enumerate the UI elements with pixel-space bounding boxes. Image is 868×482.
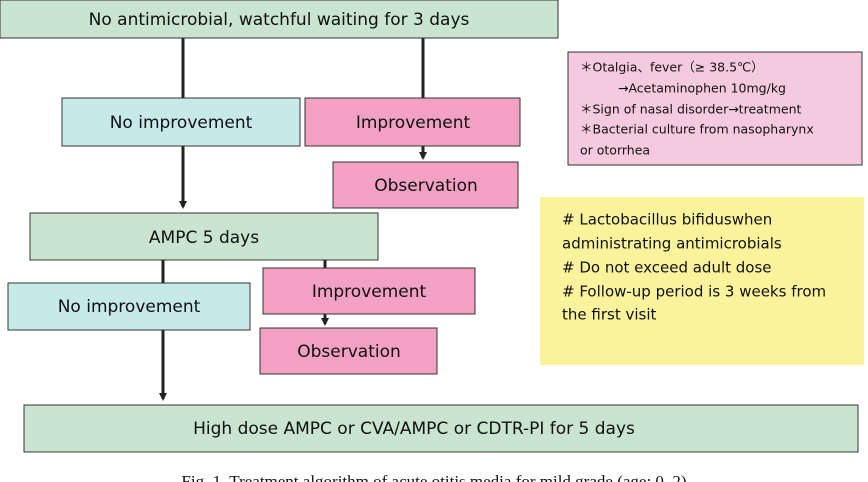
box bbox=[259, 327, 438, 375]
note-line: ＊Bacterial culture from nasopharynx bbox=[580, 122, 814, 137]
note-pink: ＊Otalgia、fever（≥ 38.5℃） →Acetaminophen 1… bbox=[580, 60, 814, 158]
boxes bbox=[0, 0, 864, 453]
box bbox=[304, 97, 521, 147]
labels: No antimicrobial, watchful waiting for 3… bbox=[58, 10, 635, 439]
node-label: High dose AMPC or CVA/AMPC or CDTR-PI fo… bbox=[193, 419, 635, 439]
box bbox=[332, 161, 519, 209]
node-label: No improvement bbox=[110, 113, 253, 133]
node-label: Improvement bbox=[312, 282, 427, 302]
note-line: →Acetaminophen 10mg/kg bbox=[618, 81, 786, 96]
note-line: or otorrhea bbox=[580, 143, 650, 158]
note-line: administrating antimicrobials bbox=[562, 235, 782, 253]
node-label: No antimicrobial, watchful waiting for 3… bbox=[89, 10, 470, 30]
box bbox=[23, 404, 859, 453]
node-label: AMPC 5 days bbox=[149, 228, 259, 248]
note-line: # Do not exceed adult dose bbox=[562, 259, 772, 277]
note-line: ＊Otalgia、fever（≥ 38.5℃） bbox=[580, 60, 764, 75]
note-line: the first visit bbox=[562, 306, 656, 324]
box bbox=[61, 97, 301, 147]
box bbox=[7, 282, 251, 331]
node-label: No improvement bbox=[58, 297, 201, 317]
note-box bbox=[540, 197, 864, 365]
note-line: # Lactobacillus bifiduswhen bbox=[562, 211, 772, 229]
box bbox=[262, 267, 476, 315]
node-label: Improvement bbox=[356, 113, 471, 133]
node-label: Observation bbox=[374, 176, 478, 196]
caption: Fig. 1. Treatment algorithm of acute oti… bbox=[181, 472, 686, 482]
box bbox=[0, 0, 559, 39]
note-yellow: # Lactobacillus bifiduswhen administrati… bbox=[562, 211, 826, 324]
note-line: # Follow-up period is 3 weeks from bbox=[562, 283, 826, 301]
note-line: ＊Sign of nasal disorder→treatment bbox=[580, 102, 801, 117]
connectors bbox=[159, 38, 427, 401]
box bbox=[29, 212, 379, 261]
node-label: Observation bbox=[297, 342, 401, 362]
note-box bbox=[567, 51, 863, 166]
